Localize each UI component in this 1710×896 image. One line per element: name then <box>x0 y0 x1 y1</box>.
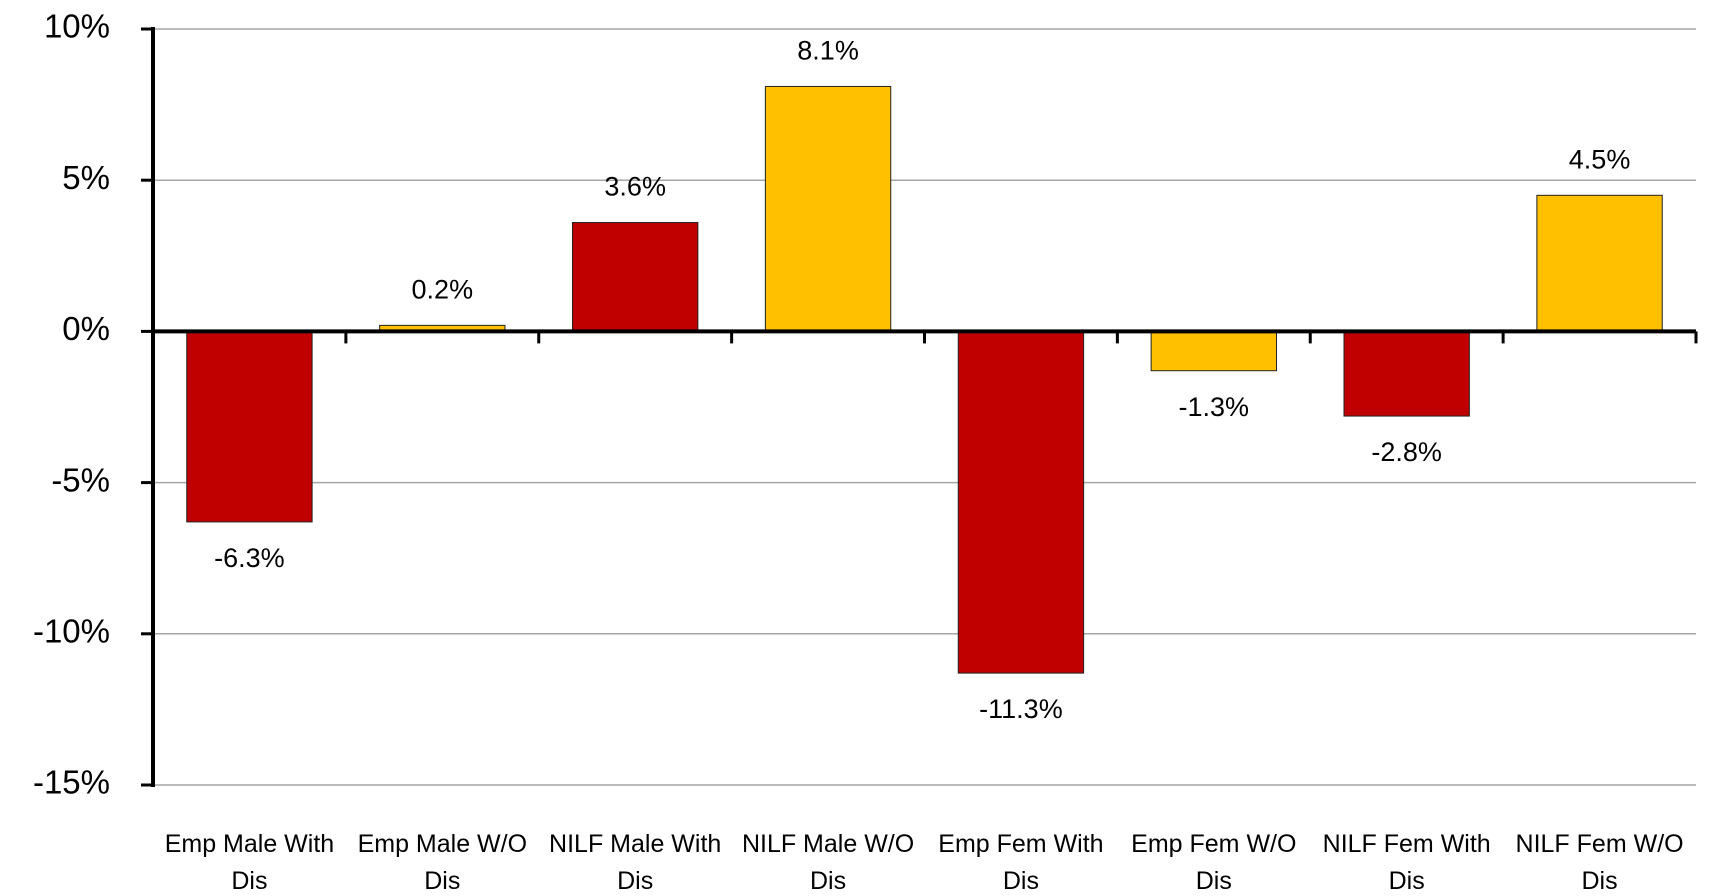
x-tick-label: Emp Fem With Dis <box>938 830 1104 895</box>
value-label: 0.2% <box>412 274 474 304</box>
x-tick-label: Emp Male With Dis <box>164 830 335 895</box>
x-tick-label: Emp Male W/O Dis <box>357 830 528 895</box>
value-label: 8.1% <box>797 36 859 66</box>
bar <box>764 85 892 332</box>
value-label: 3.6% <box>604 172 666 202</box>
x-tick-label: NILF Fem With Dis <box>1322 830 1491 895</box>
bar <box>1536 194 1663 332</box>
x-tick-label: NILF Male With Dis <box>549 830 722 895</box>
x-tick-label: NILF Male W/O Dis <box>741 830 915 895</box>
y-tick-label: -5% <box>51 461 110 498</box>
x-tick-label: NILF Fem W/O Dis <box>1515 830 1684 895</box>
bar <box>186 330 313 523</box>
x-tick-label: Emp Fem W/O Dis <box>1131 830 1297 895</box>
y-tick-label: 10% <box>44 8 110 45</box>
y-tick-label: -15% <box>33 764 110 801</box>
bar <box>957 330 1085 674</box>
value-label: 4.5% <box>1569 144 1631 174</box>
value-label: -2.8% <box>1371 437 1442 467</box>
bar <box>1343 330 1470 417</box>
value-label: -6.3% <box>214 543 285 573</box>
value-label: -11.3% <box>979 694 1063 724</box>
bar <box>1150 330 1277 372</box>
y-tick-label: 5% <box>62 159 110 196</box>
value-label: -1.3% <box>1179 392 1250 422</box>
y-tick-label: 0% <box>62 310 110 347</box>
y-tick-label: -10% <box>33 613 110 650</box>
bar <box>572 222 699 332</box>
